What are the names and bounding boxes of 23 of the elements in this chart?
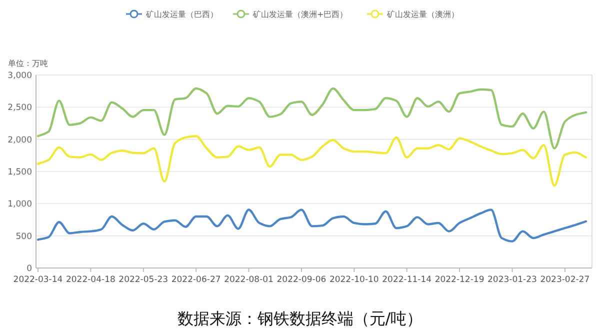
y-tick-label: 500: [16, 232, 32, 242]
x-tick-label: 2022-05-23: [118, 275, 168, 285]
legend-label: 矿山发运量（澳洲+巴西）: [252, 10, 348, 19]
y-tick-label: 1,000: [8, 200, 32, 210]
x-tick-label: 2022-12-19: [434, 275, 484, 285]
x-tick-label: 2022-04-18: [66, 275, 116, 285]
y-tick-label: 1,500: [8, 168, 32, 178]
x-tick-label: 2023-02-27: [540, 275, 590, 285]
x-tick-label: 2023-01-23: [488, 275, 537, 285]
x-tick-label: 2022-08-01: [224, 275, 274, 285]
y-tick-label: 2,000: [8, 135, 32, 146]
x-tick-label: 2022-09-06: [276, 275, 326, 285]
x-tick-label: 2022-10-10: [329, 275, 379, 285]
legend-label: 矿山发运量（巴西）: [145, 10, 218, 19]
y-axis-title: 单位：万吨: [8, 59, 48, 68]
legend-label: 矿山发运量（澳洲）: [386, 10, 459, 19]
x-tick-label: 2022-11-14: [382, 275, 432, 285]
y-tick-label: 2,500: [8, 103, 32, 114]
y-tick-label: 0: [26, 264, 32, 274]
y-tick-label: 3,000: [8, 71, 32, 81]
x-tick-label: 2022-03-14: [13, 275, 63, 285]
source-note: 数据来源：钢铁数据终端（元/吨）: [177, 309, 423, 328]
x-tick-label: 2022-06-27: [171, 275, 221, 285]
